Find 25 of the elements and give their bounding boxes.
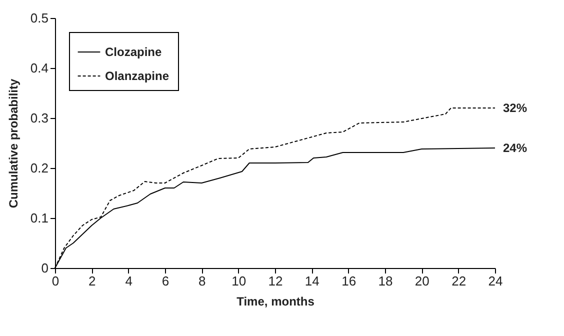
legend-label: Olanzapine	[105, 69, 170, 83]
x-axis-title: Time, months	[236, 294, 315, 308]
y-tick-label: 0.3	[30, 110, 48, 126]
x-tick-label: 18	[378, 274, 393, 288]
annotation: 24%	[503, 141, 528, 155]
y-tick-label: 0.2	[30, 160, 48, 176]
x-tick-label: 14	[304, 274, 320, 288]
x-tick-label: 16	[342, 274, 356, 288]
y-tick-label: 0.4	[30, 60, 48, 76]
x-tick-label: 0	[52, 274, 60, 288]
x-tick-label: 10	[232, 274, 246, 288]
x-tick-label: 20	[414, 274, 430, 288]
x-tick-label: 12	[268, 274, 283, 288]
x-tick-label: 6	[162, 274, 170, 288]
legend-label: Clozapine	[105, 45, 162, 59]
x-tick-label: 8	[198, 274, 206, 288]
x-tick-label: 4	[125, 274, 132, 288]
x-tick-label: 24	[488, 274, 503, 288]
x-tick-label: 2	[88, 274, 96, 288]
annotation: 32%	[503, 101, 528, 115]
y-tick-label: 0	[41, 260, 48, 276]
y-tick-label: 0.5	[30, 10, 48, 26]
y-axis-title: Cumulative probability	[6, 78, 20, 208]
y-tick-label: 0.1	[30, 210, 48, 226]
x-tick-label: 22	[452, 274, 466, 288]
